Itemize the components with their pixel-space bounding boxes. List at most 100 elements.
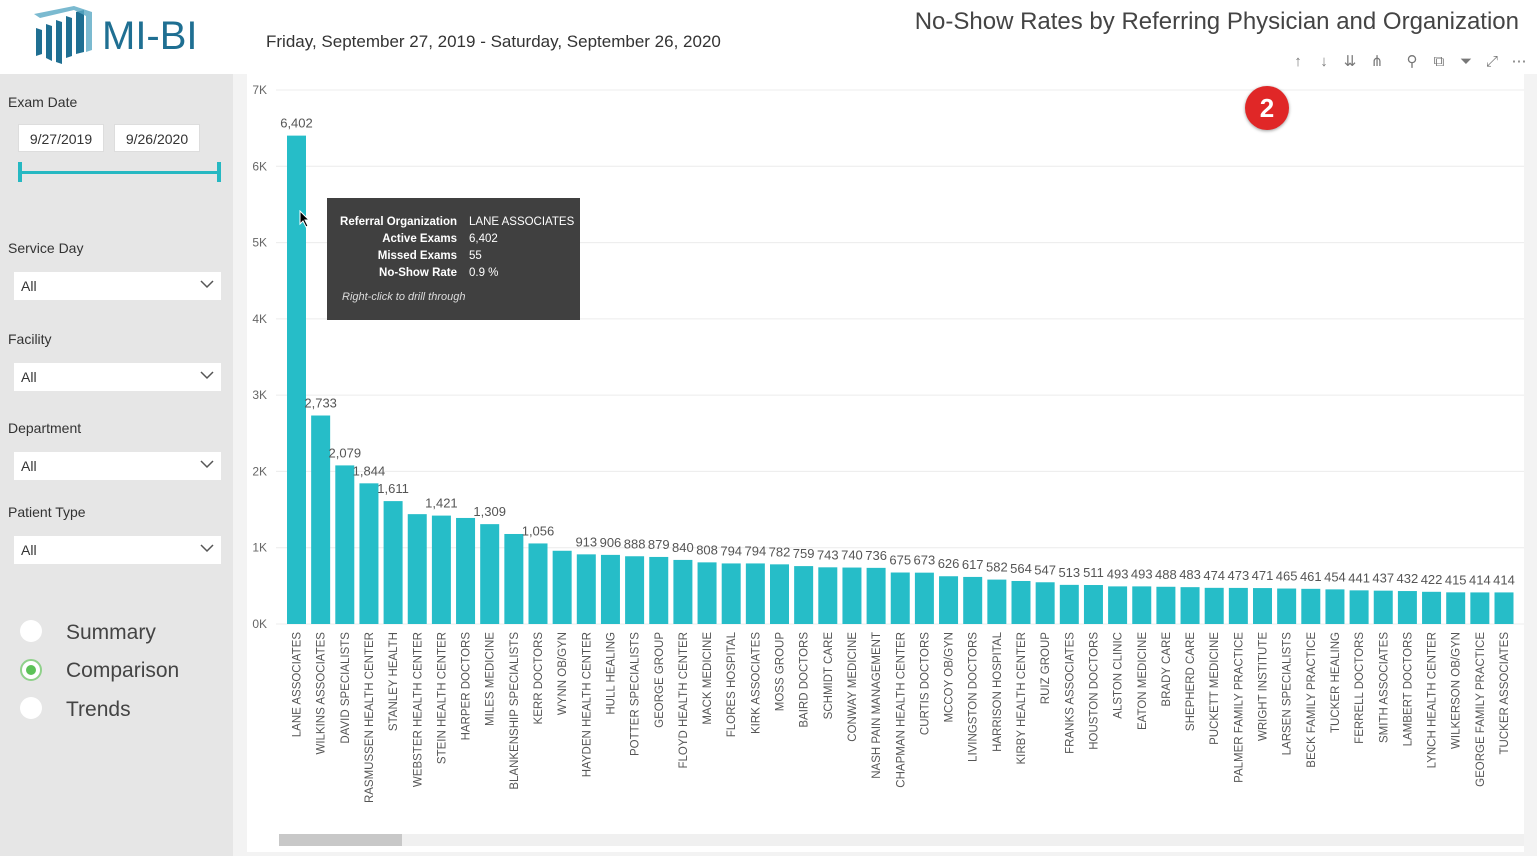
bar[interactable] xyxy=(1397,591,1417,624)
bar[interactable] xyxy=(697,562,717,624)
bar[interactable] xyxy=(1083,585,1103,624)
bar[interactable] xyxy=(1470,592,1490,624)
x-tick-label: GEORGE FAMILY PRACTICE xyxy=(1475,632,1487,787)
bar[interactable] xyxy=(383,501,403,624)
bar[interactable] xyxy=(842,567,862,624)
bar[interactable] xyxy=(1494,592,1514,624)
service-day-dropdown[interactable]: All xyxy=(14,272,221,300)
slider-handle-end[interactable] xyxy=(217,162,221,182)
data-label: 474 xyxy=(1203,568,1225,583)
bar[interactable] xyxy=(359,483,379,624)
bar[interactable] xyxy=(456,517,476,624)
bar[interactable] xyxy=(673,559,693,624)
bar[interactable] xyxy=(552,550,572,624)
x-tick-label: POTTER SPECIALISTS xyxy=(630,632,642,756)
bar[interactable] xyxy=(987,579,1007,624)
bar[interactable] xyxy=(818,567,838,624)
bar[interactable] xyxy=(1277,588,1297,624)
bar[interactable] xyxy=(1035,582,1055,624)
bar[interactable] xyxy=(1156,586,1176,624)
bar[interactable] xyxy=(1301,588,1321,624)
x-tick-label: SCHMIDT CARE xyxy=(823,632,835,720)
data-label: 441 xyxy=(1348,570,1370,585)
bar[interactable] xyxy=(1349,590,1369,624)
step-badge: 2 xyxy=(1245,86,1289,130)
department-dropdown[interactable]: All xyxy=(14,452,221,480)
data-label: 740 xyxy=(841,548,863,563)
bar[interactable] xyxy=(1446,592,1466,624)
pin-icon[interactable]: ⚲ xyxy=(1406,53,1418,70)
bar[interactable] xyxy=(794,566,814,624)
exam-date-end-input[interactable]: 9/26/2020 xyxy=(114,124,200,152)
data-label: 582 xyxy=(986,560,1008,575)
tooltip-value: 6,402 xyxy=(469,233,498,245)
bar[interactable] xyxy=(1011,580,1031,624)
bar[interactable] xyxy=(407,514,427,624)
bar[interactable] xyxy=(600,554,620,624)
data-label: 794 xyxy=(744,543,766,558)
bar[interactable] xyxy=(1204,587,1224,624)
hierarchy-icon[interactable]: ⋔ xyxy=(1370,53,1384,70)
drill-down-icon[interactable]: ↓ xyxy=(1320,53,1328,70)
bar[interactable] xyxy=(335,465,355,624)
bar[interactable] xyxy=(431,515,451,624)
tooltip-key: Active Exams xyxy=(382,233,457,245)
radio-trends[interactable] xyxy=(20,697,42,719)
x-tick-label: PUCKETT MEDICINE xyxy=(1209,632,1221,745)
expand-all-icon[interactable]: ⇊ xyxy=(1343,53,1357,70)
bar[interactable] xyxy=(528,543,548,624)
radio-summary[interactable] xyxy=(20,620,42,642)
horizontal-scrollbar[interactable] xyxy=(279,834,1524,846)
more-options-icon[interactable]: ⋯ xyxy=(1511,53,1527,70)
bar[interactable] xyxy=(1059,584,1079,624)
filter-icon[interactable]: ⏷ xyxy=(1459,53,1472,70)
bar[interactable] xyxy=(504,533,524,624)
data-label: 626 xyxy=(938,556,960,571)
view-summary-label[interactable]: Summary xyxy=(66,621,156,644)
exam-date-start-input[interactable]: 9/27/2019 xyxy=(18,124,104,152)
bar[interactable] xyxy=(1253,588,1272,624)
data-label: 675 xyxy=(889,553,911,568)
bar[interactable] xyxy=(311,415,331,624)
scrollbar-thumb[interactable] xyxy=(279,834,402,846)
view-trends-label[interactable]: Trends xyxy=(66,698,131,721)
focus-mode-icon[interactable]: ⤢ xyxy=(1485,53,1498,70)
date-range-slider[interactable] xyxy=(20,171,219,174)
patient-type-dropdown[interactable]: All xyxy=(14,536,221,564)
bar[interactable] xyxy=(914,572,934,624)
bar[interactable] xyxy=(963,576,983,624)
bar[interactable] xyxy=(1132,586,1152,624)
copy-icon[interactable]: ⧉ xyxy=(1433,53,1445,70)
bar[interactable] xyxy=(939,576,959,624)
bar[interactable] xyxy=(625,556,645,624)
bar[interactable] xyxy=(576,554,596,624)
cursor-icon xyxy=(299,210,311,228)
bar[interactable] xyxy=(480,524,500,624)
facility-dropdown[interactable]: All xyxy=(14,363,221,391)
bar[interactable] xyxy=(890,572,910,624)
bar[interactable] xyxy=(1325,589,1345,624)
tooltip-footer: Right-click to drill through xyxy=(342,291,466,303)
slider-handle-start[interactable] xyxy=(18,162,22,182)
bar[interactable] xyxy=(770,564,789,624)
bar[interactable] xyxy=(721,563,741,624)
x-tick-label: LYNCH HEALTH CENTER xyxy=(1427,632,1439,768)
bar[interactable] xyxy=(1422,591,1442,624)
bar[interactable] xyxy=(1180,587,1200,624)
data-label: 743 xyxy=(817,547,839,562)
x-tick-label: GEORGE GROUP xyxy=(654,632,666,728)
drill-up-icon[interactable]: ↑ xyxy=(1294,53,1302,70)
bar[interactable] xyxy=(866,567,886,624)
bar[interactable] xyxy=(1228,587,1248,624)
bar[interactable] xyxy=(745,563,765,624)
y-tick-label: 4K xyxy=(252,312,267,326)
x-tick-label: PALMER FAMILY PRACTICE xyxy=(1233,632,1245,783)
bar[interactable] xyxy=(287,135,306,625)
bar[interactable] xyxy=(649,556,669,624)
view-comparison-label[interactable]: Comparison xyxy=(66,659,180,682)
radio-comparison[interactable] xyxy=(20,659,42,681)
x-tick-label: BECK FAMILY PRACTICE xyxy=(1306,632,1318,768)
x-tick-label: LAMBERT DOCTORS xyxy=(1402,632,1414,747)
bar[interactable] xyxy=(1373,590,1393,624)
bar[interactable] xyxy=(1108,586,1128,624)
